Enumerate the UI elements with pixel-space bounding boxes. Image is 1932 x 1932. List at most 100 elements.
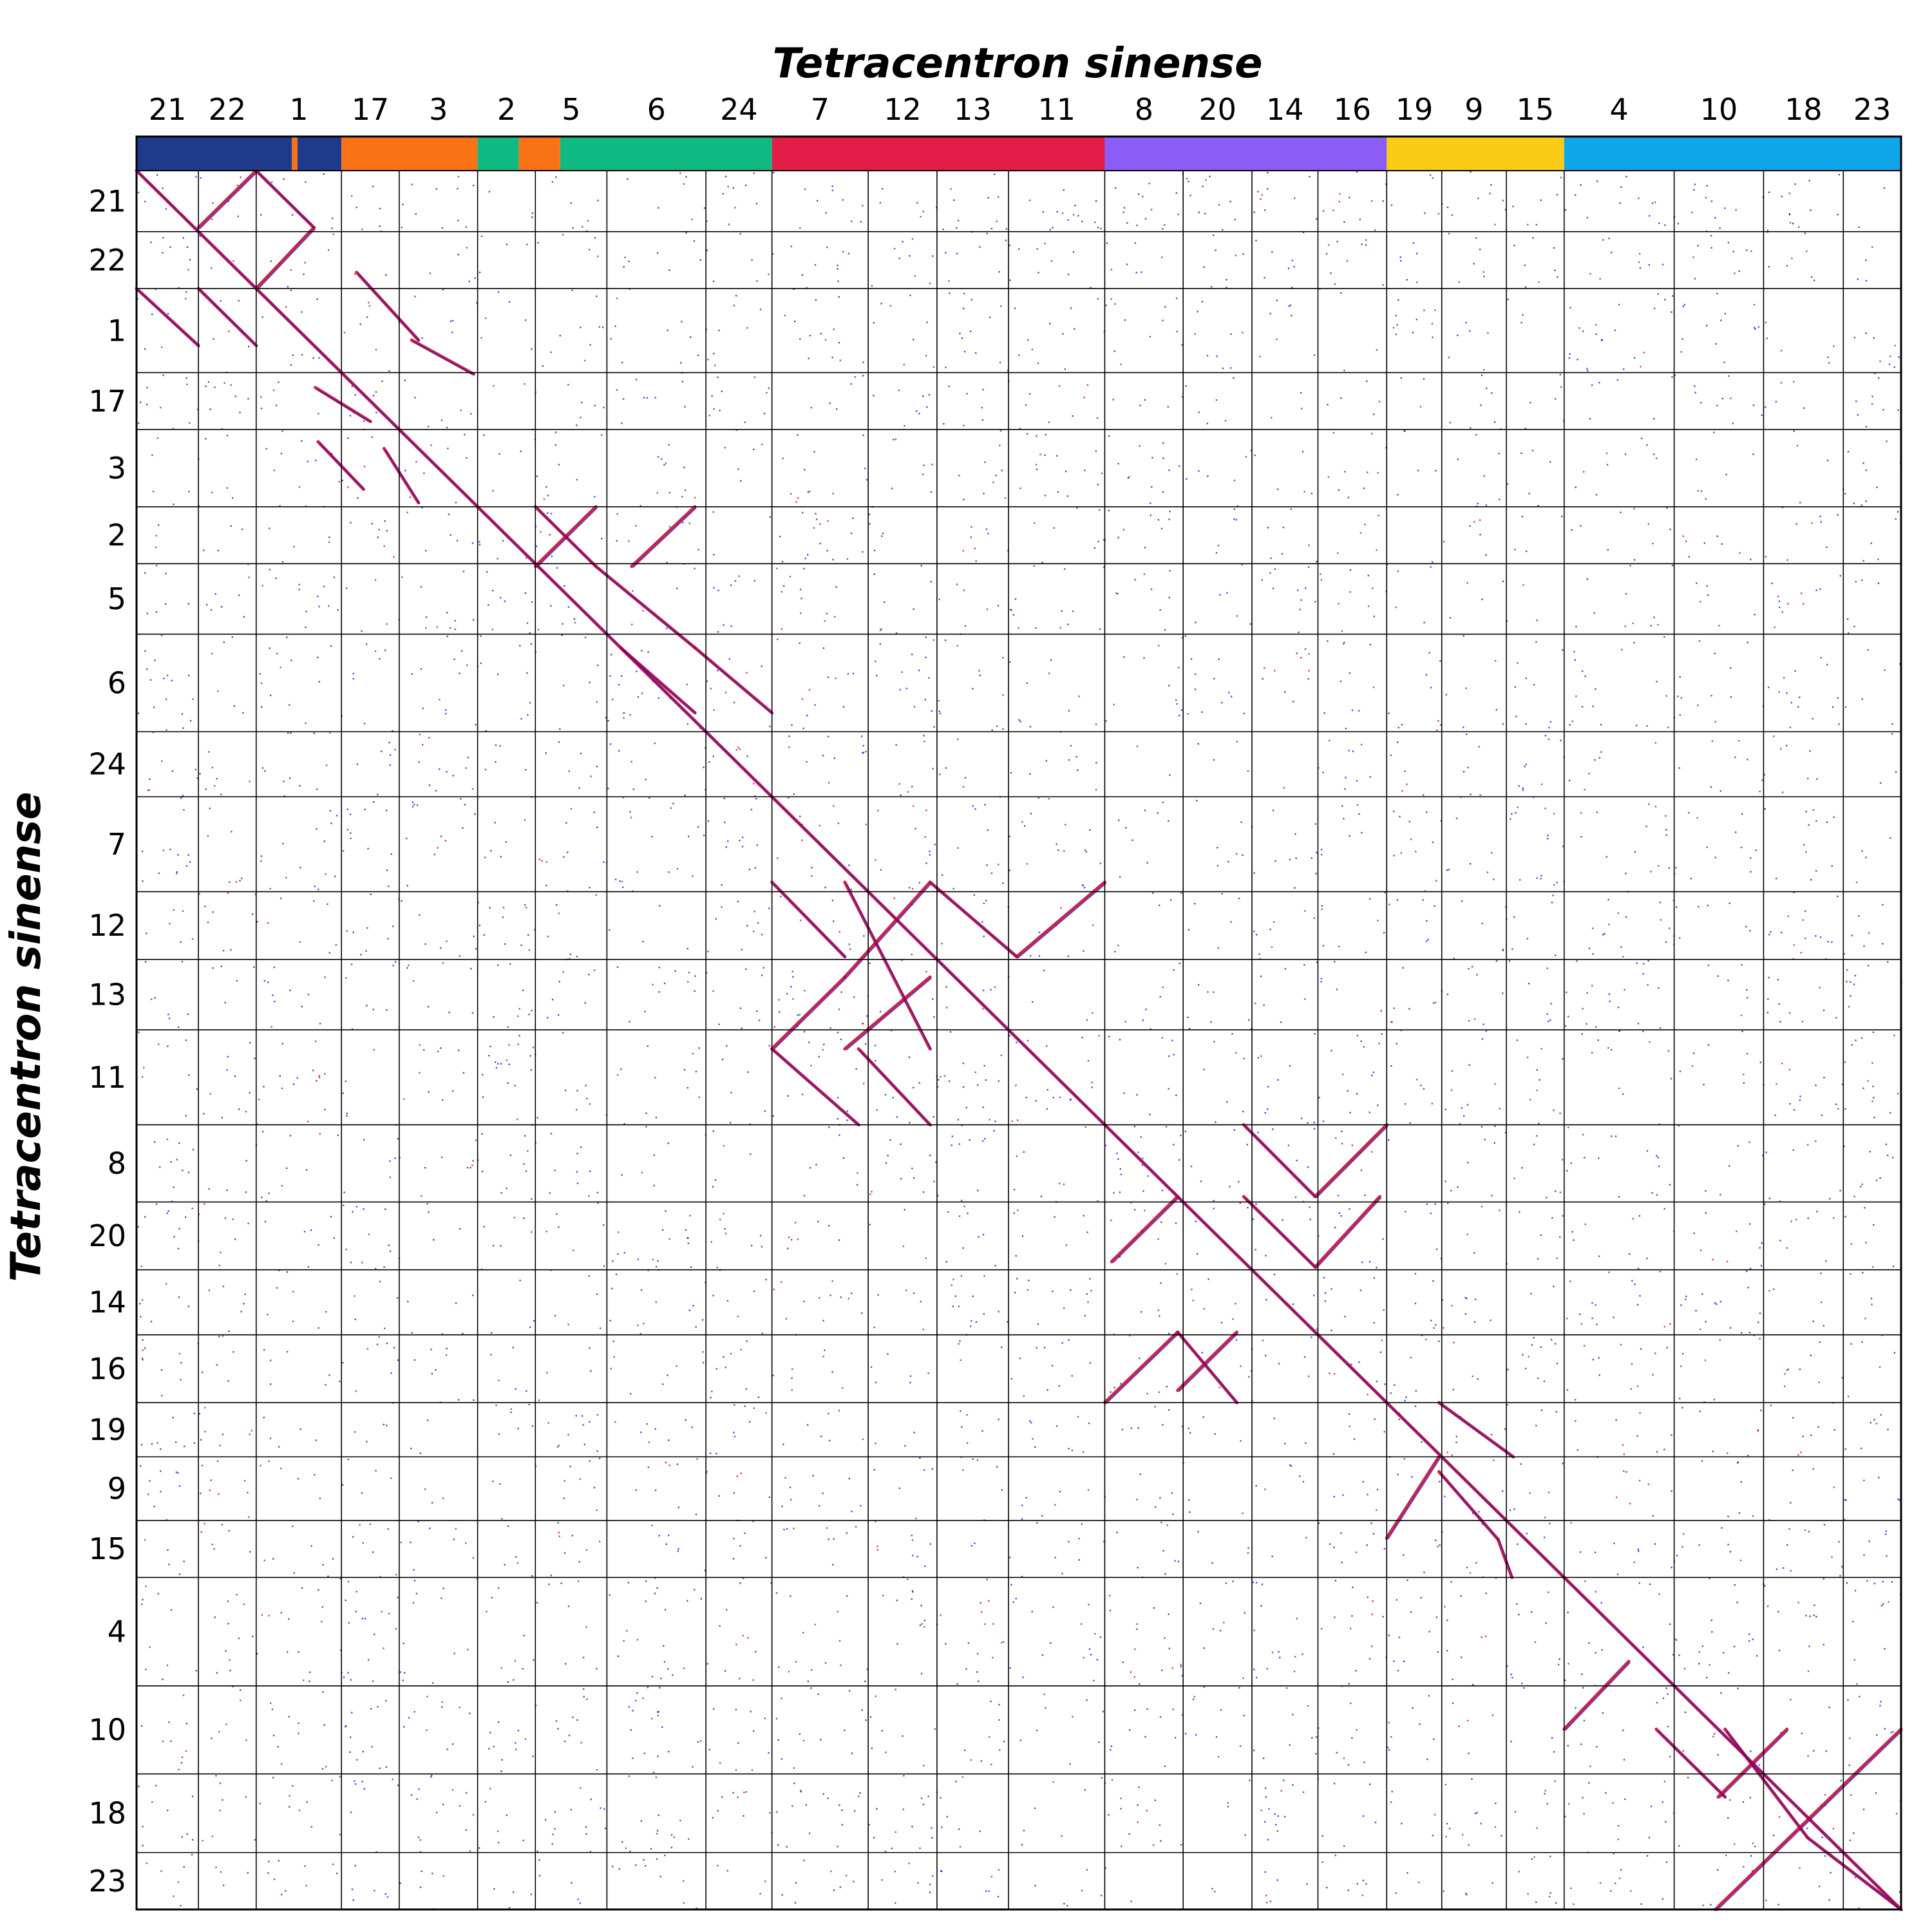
syntenic-block-shadow-30	[859, 1049, 932, 1127]
color-bar-segment-5	[518, 137, 560, 171]
color-bar-segment-1	[292, 137, 298, 171]
x-tick-label-21: 21	[149, 92, 187, 127]
syntenic-block-shadow-32	[1018, 883, 1107, 959]
x-tick-label-15: 15	[1517, 92, 1555, 127]
y-axis-label: Tetracentron sinense	[3, 791, 50, 1282]
syntenic-block-shadow-20	[696, 648, 774, 715]
syntenic-block-35	[1103, 1331, 1180, 1405]
y-tick-label-10: 10	[88, 1712, 126, 1747]
chromosome-color-bar	[137, 137, 1901, 171]
syntenic-block-shadow-49	[1808, 1838, 1903, 1911]
syntenic-block-shadow-22	[632, 507, 697, 569]
y-tick-label-23: 23	[88, 1864, 126, 1899]
syntenic-block-shadow-37	[1244, 1125, 1317, 1198]
syntenic-block-50	[1714, 1727, 1903, 1911]
syntenic-block-shadow-25	[845, 883, 933, 1051]
x-tick-label-10: 10	[1700, 92, 1738, 127]
syntenic-block-shadow-38	[1316, 1125, 1388, 1198]
syntenic-block-shadow-45	[1565, 1662, 1631, 1731]
y-tick-label-19: 19	[88, 1412, 126, 1447]
syntenic-block-22	[630, 505, 697, 568]
y-tick-label-4: 4	[108, 1615, 126, 1649]
x-tick-label-8: 8	[1135, 92, 1153, 127]
y-tick-label-12: 12	[88, 908, 126, 943]
syntenic-block-shadow-35	[1105, 1332, 1180, 1405]
x-tick-label-7: 7	[811, 92, 829, 127]
syntenic-block-33	[1176, 1331, 1238, 1392]
syntenic-block-40	[1313, 1195, 1382, 1269]
x-tick-label-11: 11	[1037, 92, 1075, 127]
y-tick-label-22: 22	[88, 243, 126, 278]
syntenic-block-36	[1110, 1195, 1180, 1264]
syntenic-blocks	[135, 169, 1903, 1911]
color-bar-segment-9	[1387, 137, 1564, 171]
color-bar-segment-6	[560, 137, 772, 171]
syntenic-block-shadow-1	[199, 171, 258, 230]
y-tick-label-20: 20	[88, 1218, 126, 1253]
syntenic-block-44	[1496, 1537, 1514, 1579]
syntenic-block-shadow-17	[384, 449, 421, 505]
syntenic-block-shadow-29	[772, 1049, 860, 1127]
y-tick-label-16: 16	[88, 1351, 126, 1386]
y-tick-label-11: 11	[88, 1060, 126, 1095]
syntenic-block-shadow-16	[319, 442, 366, 491]
syntenic-block-42	[1385, 1455, 1441, 1540]
syntenic-block-shadow-15	[316, 388, 372, 424]
color-bar-segment-2	[297, 137, 342, 171]
y-tick-label-6: 6	[108, 665, 126, 700]
syntenic-block-shadow-39	[1244, 1197, 1317, 1269]
y-tick-label-13: 13	[88, 978, 126, 1012]
color-bar-segment-0	[137, 137, 292, 171]
y-tick-label-8: 8	[108, 1146, 126, 1181]
x-tick-label-14: 14	[1266, 92, 1304, 127]
syntenic-block-shadow-7	[342, 373, 480, 509]
syntenic-block-shadow-12	[1565, 1578, 1903, 1911]
syntenic-block-shadow-0	[137, 171, 258, 290]
x-tick-label-16: 16	[1334, 92, 1372, 127]
x-tick-label-18: 18	[1785, 92, 1823, 127]
syntenic-block-shadow-33	[1178, 1332, 1239, 1392]
x-tick-label-24: 24	[720, 92, 758, 127]
plot-frame	[135, 135, 1902, 1911]
syntenic-block-shadow-2	[199, 289, 258, 348]
x-tick-label-3: 3	[429, 92, 448, 127]
syntenic-block-38	[1313, 1123, 1388, 1198]
y-tick-label-15: 15	[88, 1531, 126, 1566]
syntenic-block-27	[843, 880, 932, 979]
y-tick-label-14: 14	[88, 1285, 126, 1320]
syntenic-block-shadow-9	[772, 797, 1107, 1127]
color-bar-segment-3	[341, 137, 478, 171]
x-tick-label-4: 4	[1610, 92, 1629, 127]
chromosome-grid	[135, 135, 1902, 1911]
y-tick-label-9: 9	[108, 1472, 126, 1506]
y-tick-label-21: 21	[88, 184, 126, 218]
syntenic-block-shadow-31	[931, 883, 1019, 959]
syntenic-block-shadow-14	[412, 341, 475, 376]
syntenic-block-shadow-11	[1387, 1403, 1566, 1580]
x-tick-label-22: 22	[209, 92, 247, 127]
x-tick-label-23: 23	[1853, 92, 1891, 127]
syntenic-block-shadow-13	[357, 273, 421, 342]
color-bar-segment-10	[1564, 137, 1901, 171]
syntenic-block-shadow-24	[772, 978, 847, 1051]
syntenic-block-shadow-26	[846, 978, 932, 1051]
y-tick-label-1: 1	[108, 313, 126, 348]
x-tick-label-6: 6	[647, 92, 666, 127]
syntenic-block-24	[770, 975, 847, 1051]
y-tick-label-7: 7	[108, 827, 126, 862]
syntenic-block-shadow-34	[1178, 1332, 1239, 1405]
x-tick-label-17: 17	[352, 92, 390, 127]
syntenic-block-45	[1562, 1660, 1631, 1731]
syntenic-block-shadow-21	[536, 507, 598, 569]
syntenic-block-shadow-43	[1439, 1472, 1501, 1542]
syntenic-block-shadow-50	[1716, 1730, 1903, 1911]
syntenic-block-shadow-27	[846, 883, 932, 979]
y-tick-label-24: 24	[88, 747, 126, 782]
syntenic-block-shadow-47	[1719, 1730, 1789, 1799]
x-tick-label-20: 20	[1198, 92, 1236, 127]
syntenic-block-shadow-46	[1657, 1730, 1727, 1799]
background-hit-dots	[137, 171, 1902, 1910]
chart-title: Tetracentron sinense	[772, 40, 1262, 88]
x-tick-label-13: 13	[954, 92, 992, 127]
